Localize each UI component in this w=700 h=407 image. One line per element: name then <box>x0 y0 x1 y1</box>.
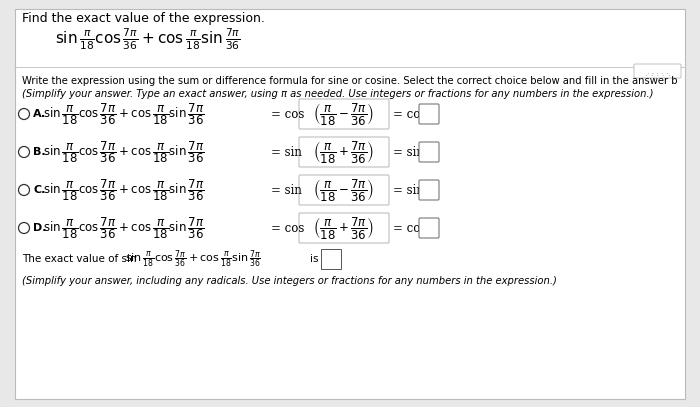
Text: = sin: = sin <box>393 184 424 197</box>
Text: $\left(\dfrac{\pi}{18}-\dfrac{7\pi}{36}\right)$: $\left(\dfrac{\pi}{18}-\dfrac{7\pi}{36}\… <box>314 177 375 203</box>
Text: is: is <box>310 254 319 264</box>
Text: $\sin\dfrac{\pi}{18}\cos\dfrac{7\pi}{36}+\cos\dfrac{\pi}{18}\sin\dfrac{7\pi}{36}: $\sin\dfrac{\pi}{18}\cos\dfrac{7\pi}{36}… <box>43 215 204 241</box>
Text: . . . . .: . . . . . <box>648 66 668 76</box>
Text: $\sin\dfrac{\pi}{18}\cos\dfrac{7\pi}{36}+\cos\dfrac{\pi}{18}\sin\dfrac{7\pi}{36}: $\sin\dfrac{\pi}{18}\cos\dfrac{7\pi}{36}… <box>43 139 204 165</box>
Circle shape <box>18 147 29 158</box>
Text: = sin: = sin <box>393 145 424 158</box>
Text: $\sin\dfrac{\pi}{18}\cos\dfrac{7\pi}{36}+\cos\dfrac{\pi}{18}\sin\dfrac{7\pi}{36}: $\sin\dfrac{\pi}{18}\cos\dfrac{7\pi}{36}… <box>43 177 204 203</box>
Text: (Simplify your answer, including any radicals. Use integers or fractions for any: (Simplify your answer, including any rad… <box>22 276 557 286</box>
Circle shape <box>18 109 29 120</box>
FancyBboxPatch shape <box>299 175 389 205</box>
Text: B.: B. <box>33 147 46 157</box>
Circle shape <box>18 184 29 195</box>
FancyBboxPatch shape <box>634 64 681 78</box>
Text: = cos: = cos <box>393 107 426 120</box>
Text: $\sin\frac{\pi}{18}\cos\frac{7\pi}{36}+\cos\frac{\pi}{18}\sin\frac{7\pi}{36}$: $\sin\frac{\pi}{18}\cos\frac{7\pi}{36}+\… <box>125 248 261 270</box>
Text: $\left(\dfrac{\pi}{18}+\dfrac{7\pi}{36}\right)$: $\left(\dfrac{\pi}{18}+\dfrac{7\pi}{36}\… <box>314 139 375 165</box>
Text: $\left(\dfrac{\pi}{18}+\dfrac{7\pi}{36}\right)$: $\left(\dfrac{\pi}{18}+\dfrac{7\pi}{36}\… <box>314 215 375 241</box>
Text: = cos: = cos <box>393 221 426 234</box>
Text: $\sin\dfrac{\pi}{18}\cos\dfrac{7\pi}{36}+\cos\dfrac{\pi}{18}\sin\dfrac{7\pi}{36}: $\sin\dfrac{\pi}{18}\cos\dfrac{7\pi}{36}… <box>43 101 204 127</box>
FancyBboxPatch shape <box>299 99 389 129</box>
Text: C.: C. <box>33 185 46 195</box>
Text: = sin: = sin <box>271 145 302 158</box>
Text: A.: A. <box>33 109 46 119</box>
FancyBboxPatch shape <box>321 249 341 269</box>
Text: = cos: = cos <box>271 221 304 234</box>
Text: (Simplify your answer. Type an exact answer, using π as needed. Use integers or : (Simplify your answer. Type an exact ans… <box>22 89 654 99</box>
Text: $\sin\frac{\pi}{18}\cos\frac{7\pi}{36}+\cos\frac{\pi}{18}\sin\frac{7\pi}{36}$: $\sin\frac{\pi}{18}\cos\frac{7\pi}{36}+\… <box>55 26 241 52</box>
Text: Find the exact value of the expression.: Find the exact value of the expression. <box>22 12 265 25</box>
Circle shape <box>18 223 29 234</box>
FancyBboxPatch shape <box>15 9 685 399</box>
FancyBboxPatch shape <box>419 218 439 238</box>
Text: Write the expression using the sum or difference formula for sine or cosine. Sel: Write the expression using the sum or di… <box>22 76 678 86</box>
Text: = cos: = cos <box>271 107 304 120</box>
Text: = sin: = sin <box>271 184 302 197</box>
FancyBboxPatch shape <box>299 213 389 243</box>
FancyBboxPatch shape <box>419 180 439 200</box>
Text: $\left(\dfrac{\pi}{18}-\dfrac{7\pi}{36}\right)$: $\left(\dfrac{\pi}{18}-\dfrac{7\pi}{36}\… <box>314 101 375 127</box>
Text: . . . . .: . . . . . <box>645 69 671 78</box>
FancyBboxPatch shape <box>419 104 439 124</box>
Text: The exact value of sin: The exact value of sin <box>22 254 136 264</box>
Text: D.: D. <box>33 223 46 233</box>
FancyBboxPatch shape <box>299 137 389 167</box>
FancyBboxPatch shape <box>419 142 439 162</box>
